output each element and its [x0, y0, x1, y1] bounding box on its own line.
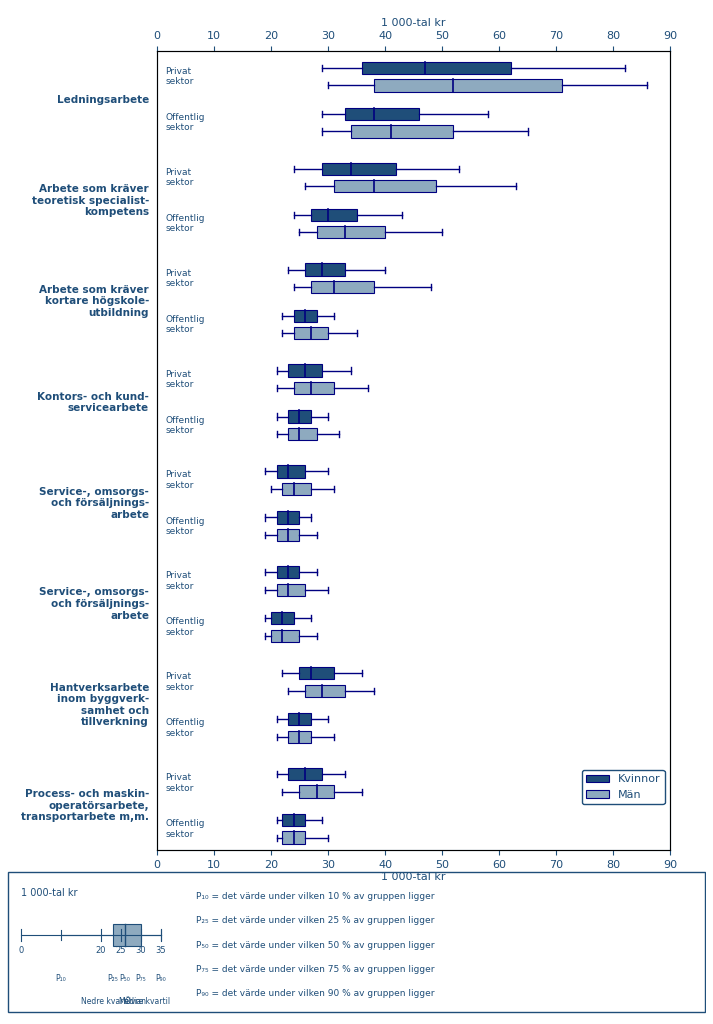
Text: Arbete som kräver
teoretisk specialist-
kompetens: Arbete som kräver teoretisk specialist- …: [31, 184, 149, 217]
Text: Övre kvartil: Övre kvartil: [125, 996, 170, 1006]
Text: Nedre kvartil: Nedre kvartil: [81, 996, 131, 1006]
Text: Privat
sektor: Privat sektor: [165, 571, 194, 591]
Text: 30: 30: [135, 946, 146, 955]
Text: Offentlig
sektor: Offentlig sektor: [165, 516, 205, 536]
Text: P₅₀ = det värde under vilken 50 % av gruppen ligger: P₅₀ = det värde under vilken 50 % av gru…: [196, 941, 434, 949]
Text: Service-, omsorgs-
och försäljnings-
arbete: Service-, omsorgs- och försäljnings- arb…: [39, 486, 149, 520]
Text: Process- och maskin-
operatörsarbete,
transportarbete m,m.: Process- och maskin- operatörsarbete, tr…: [21, 790, 149, 822]
Text: P₂₅ = det värde under vilken 25 % av gruppen ligger: P₂₅ = det värde under vilken 25 % av gru…: [196, 916, 434, 926]
Text: 0: 0: [19, 946, 24, 955]
Text: P₇₅ = det värde under vilken 75 % av gruppen ligger: P₇₅ = det värde under vilken 75 % av gru…: [196, 965, 434, 974]
Bar: [351, 125, 453, 137]
Bar: [282, 831, 305, 844]
Text: 35: 35: [155, 946, 166, 955]
Text: P₁₀ = det värde under vilken 10 % av gruppen ligger: P₁₀ = det värde under vilken 10 % av gru…: [196, 892, 434, 901]
Bar: [271, 630, 299, 642]
Bar: [311, 281, 374, 293]
Bar: [277, 528, 299, 541]
Text: Hantverksarbete
inom byggverk-
samhet och
tillverkning: Hantverksarbete inom byggverk- samhet oc…: [50, 683, 149, 727]
Text: Privat
sektor: Privat sektor: [165, 672, 194, 691]
Text: 20: 20: [96, 946, 106, 955]
Text: Service-, omsorgs-
och försäljnings-
arbete: Service-, omsorgs- och försäljnings- arb…: [39, 588, 149, 621]
Text: Offentlig
sektor: Offentlig sektor: [165, 617, 205, 637]
Text: Privat
sektor: Privat sektor: [165, 268, 194, 288]
Bar: [277, 566, 299, 579]
Bar: [362, 61, 511, 74]
Bar: [277, 465, 305, 477]
Text: Offentlig
sektor: Offentlig sektor: [165, 314, 205, 334]
Text: Median: Median: [118, 996, 146, 1006]
Text: 1 000-tal kr: 1 000-tal kr: [21, 888, 78, 898]
Text: P₅₀: P₅₀: [120, 974, 130, 983]
Text: P₉₀: P₉₀: [155, 974, 166, 983]
Text: 25: 25: [116, 946, 126, 955]
Text: Privat
sektor: Privat sektor: [165, 168, 194, 187]
Text: Privat
sektor: Privat sektor: [165, 470, 194, 489]
Text: Offentlig
sektor: Offentlig sektor: [165, 819, 205, 839]
Text: Offentlig
sektor: Offentlig sektor: [165, 718, 205, 737]
Bar: [294, 309, 317, 322]
Text: Ledningsarbete: Ledningsarbete: [57, 94, 149, 104]
Text: Arbete som kräver
kortare högskole-
utbildning: Arbete som kräver kortare högskole- utbi…: [39, 285, 149, 318]
Text: Offentlig
sektor: Offentlig sektor: [165, 416, 205, 435]
Bar: [345, 108, 419, 120]
Bar: [282, 814, 305, 826]
Bar: [294, 382, 334, 394]
Bar: [374, 79, 562, 91]
Legend: Kvinnor, Män: Kvinnor, Män: [582, 770, 665, 805]
Text: Privat
sektor: Privat sektor: [165, 773, 194, 793]
Bar: [288, 768, 322, 780]
Bar: [113, 924, 141, 946]
X-axis label: 1 000-tal kr: 1 000-tal kr: [381, 872, 446, 883]
Bar: [334, 180, 436, 193]
Bar: [305, 685, 345, 697]
Text: P₁₀: P₁₀: [56, 974, 66, 983]
Text: Offentlig
sektor: Offentlig sektor: [165, 214, 205, 233]
Bar: [288, 713, 311, 725]
Bar: [305, 263, 345, 275]
Text: Privat
sektor: Privat sektor: [165, 67, 194, 86]
X-axis label: 1 000-tal kr: 1 000-tal kr: [381, 18, 446, 28]
Bar: [282, 482, 311, 495]
Bar: [288, 365, 322, 377]
Bar: [288, 428, 317, 440]
Bar: [271, 612, 294, 625]
Text: P₂₅: P₂₅: [108, 974, 118, 983]
Text: P₉₀ = det värde under vilken 90 % av gruppen ligger: P₉₀ = det värde under vilken 90 % av gru…: [196, 989, 434, 998]
Bar: [299, 667, 334, 679]
Bar: [299, 785, 334, 798]
Bar: [277, 584, 305, 596]
Bar: [277, 511, 299, 523]
Text: Offentlig
sektor: Offentlig sektor: [165, 113, 205, 132]
Text: Privat
sektor: Privat sektor: [165, 370, 194, 389]
Bar: [288, 411, 311, 423]
Text: Kontors- och kund-
servicearbete: Kontors- och kund- servicearbete: [37, 391, 149, 413]
Bar: [311, 209, 356, 221]
Bar: [288, 730, 311, 742]
Bar: [317, 226, 385, 239]
Bar: [322, 163, 396, 175]
Bar: [294, 327, 328, 339]
Text: P₇₅: P₇₅: [135, 974, 146, 983]
